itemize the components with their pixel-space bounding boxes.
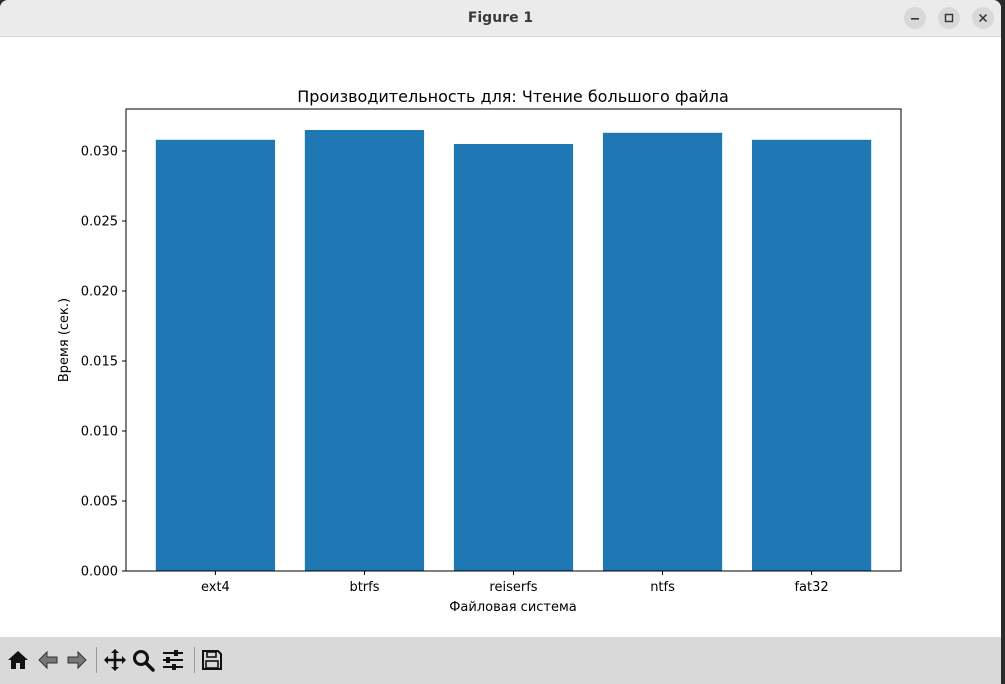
toolbar-separator — [194, 647, 195, 673]
save-button[interactable] — [199, 647, 225, 673]
back-arrow-icon — [38, 650, 58, 670]
close-icon — [978, 13, 988, 23]
bar-ext4 — [155, 139, 276, 572]
x-tick-label: ntfs — [650, 580, 675, 595]
minimize-button[interactable] — [904, 7, 926, 29]
x-tick-label: fat32 — [794, 580, 828, 595]
window-title: Figure 1 — [467, 10, 534, 26]
y-tick-label: 0.030 — [81, 145, 118, 160]
chart-title: Производительность для: Чтение большого … — [297, 87, 729, 106]
zoom-button[interactable] — [130, 647, 156, 673]
configure-subplots-button[interactable] — [160, 647, 186, 673]
bar-btrfs — [304, 130, 425, 571]
forward-arrow-icon — [67, 650, 87, 670]
navigation-toolbar — [0, 637, 1001, 684]
y-tick-label: 0.025 — [81, 215, 118, 230]
x-tick-label: reiserfs — [489, 580, 537, 595]
zoom-icon — [133, 650, 155, 672]
forward-button[interactable] — [64, 647, 90, 673]
y-axis-label: Время (сек.) — [57, 298, 72, 382]
y-tick-label: 0.010 — [81, 425, 118, 440]
x-axis-label: Файловая система — [449, 600, 577, 615]
minimize-icon — [911, 18, 919, 20]
plot-canvas[interactable]: Производительность для: Чтение большого … — [0, 37, 1001, 637]
bar-reiserfs — [453, 144, 574, 571]
configure-subplots-icon — [163, 650, 183, 670]
y-tick-label: 0.015 — [81, 355, 118, 370]
maximize-button[interactable] — [938, 7, 960, 29]
close-button[interactable] — [972, 7, 994, 29]
x-tick-label: ext4 — [201, 580, 230, 595]
y-tick-label: 0.000 — [81, 565, 118, 580]
home-button[interactable] — [5, 647, 31, 673]
pan-icon — [104, 649, 126, 671]
bar-fat32 — [751, 139, 872, 572]
back-button[interactable] — [35, 647, 61, 673]
pan-button[interactable] — [102, 647, 128, 673]
background-edge — [1001, 0, 1005, 684]
save-icon — [202, 650, 222, 670]
toolbar-separator — [96, 647, 97, 673]
maximize-icon — [944, 13, 954, 23]
x-tick-label: btrfs — [349, 580, 379, 595]
bar-ntfs — [602, 132, 723, 572]
y-tick-label: 0.020 — [81, 285, 118, 300]
home-icon — [8, 651, 28, 669]
title-bar: Figure 1 — [0, 0, 1001, 37]
y-tick-label: 0.005 — [81, 495, 118, 510]
bar-chart: Производительность для: Чтение большого … — [57, 87, 902, 615]
